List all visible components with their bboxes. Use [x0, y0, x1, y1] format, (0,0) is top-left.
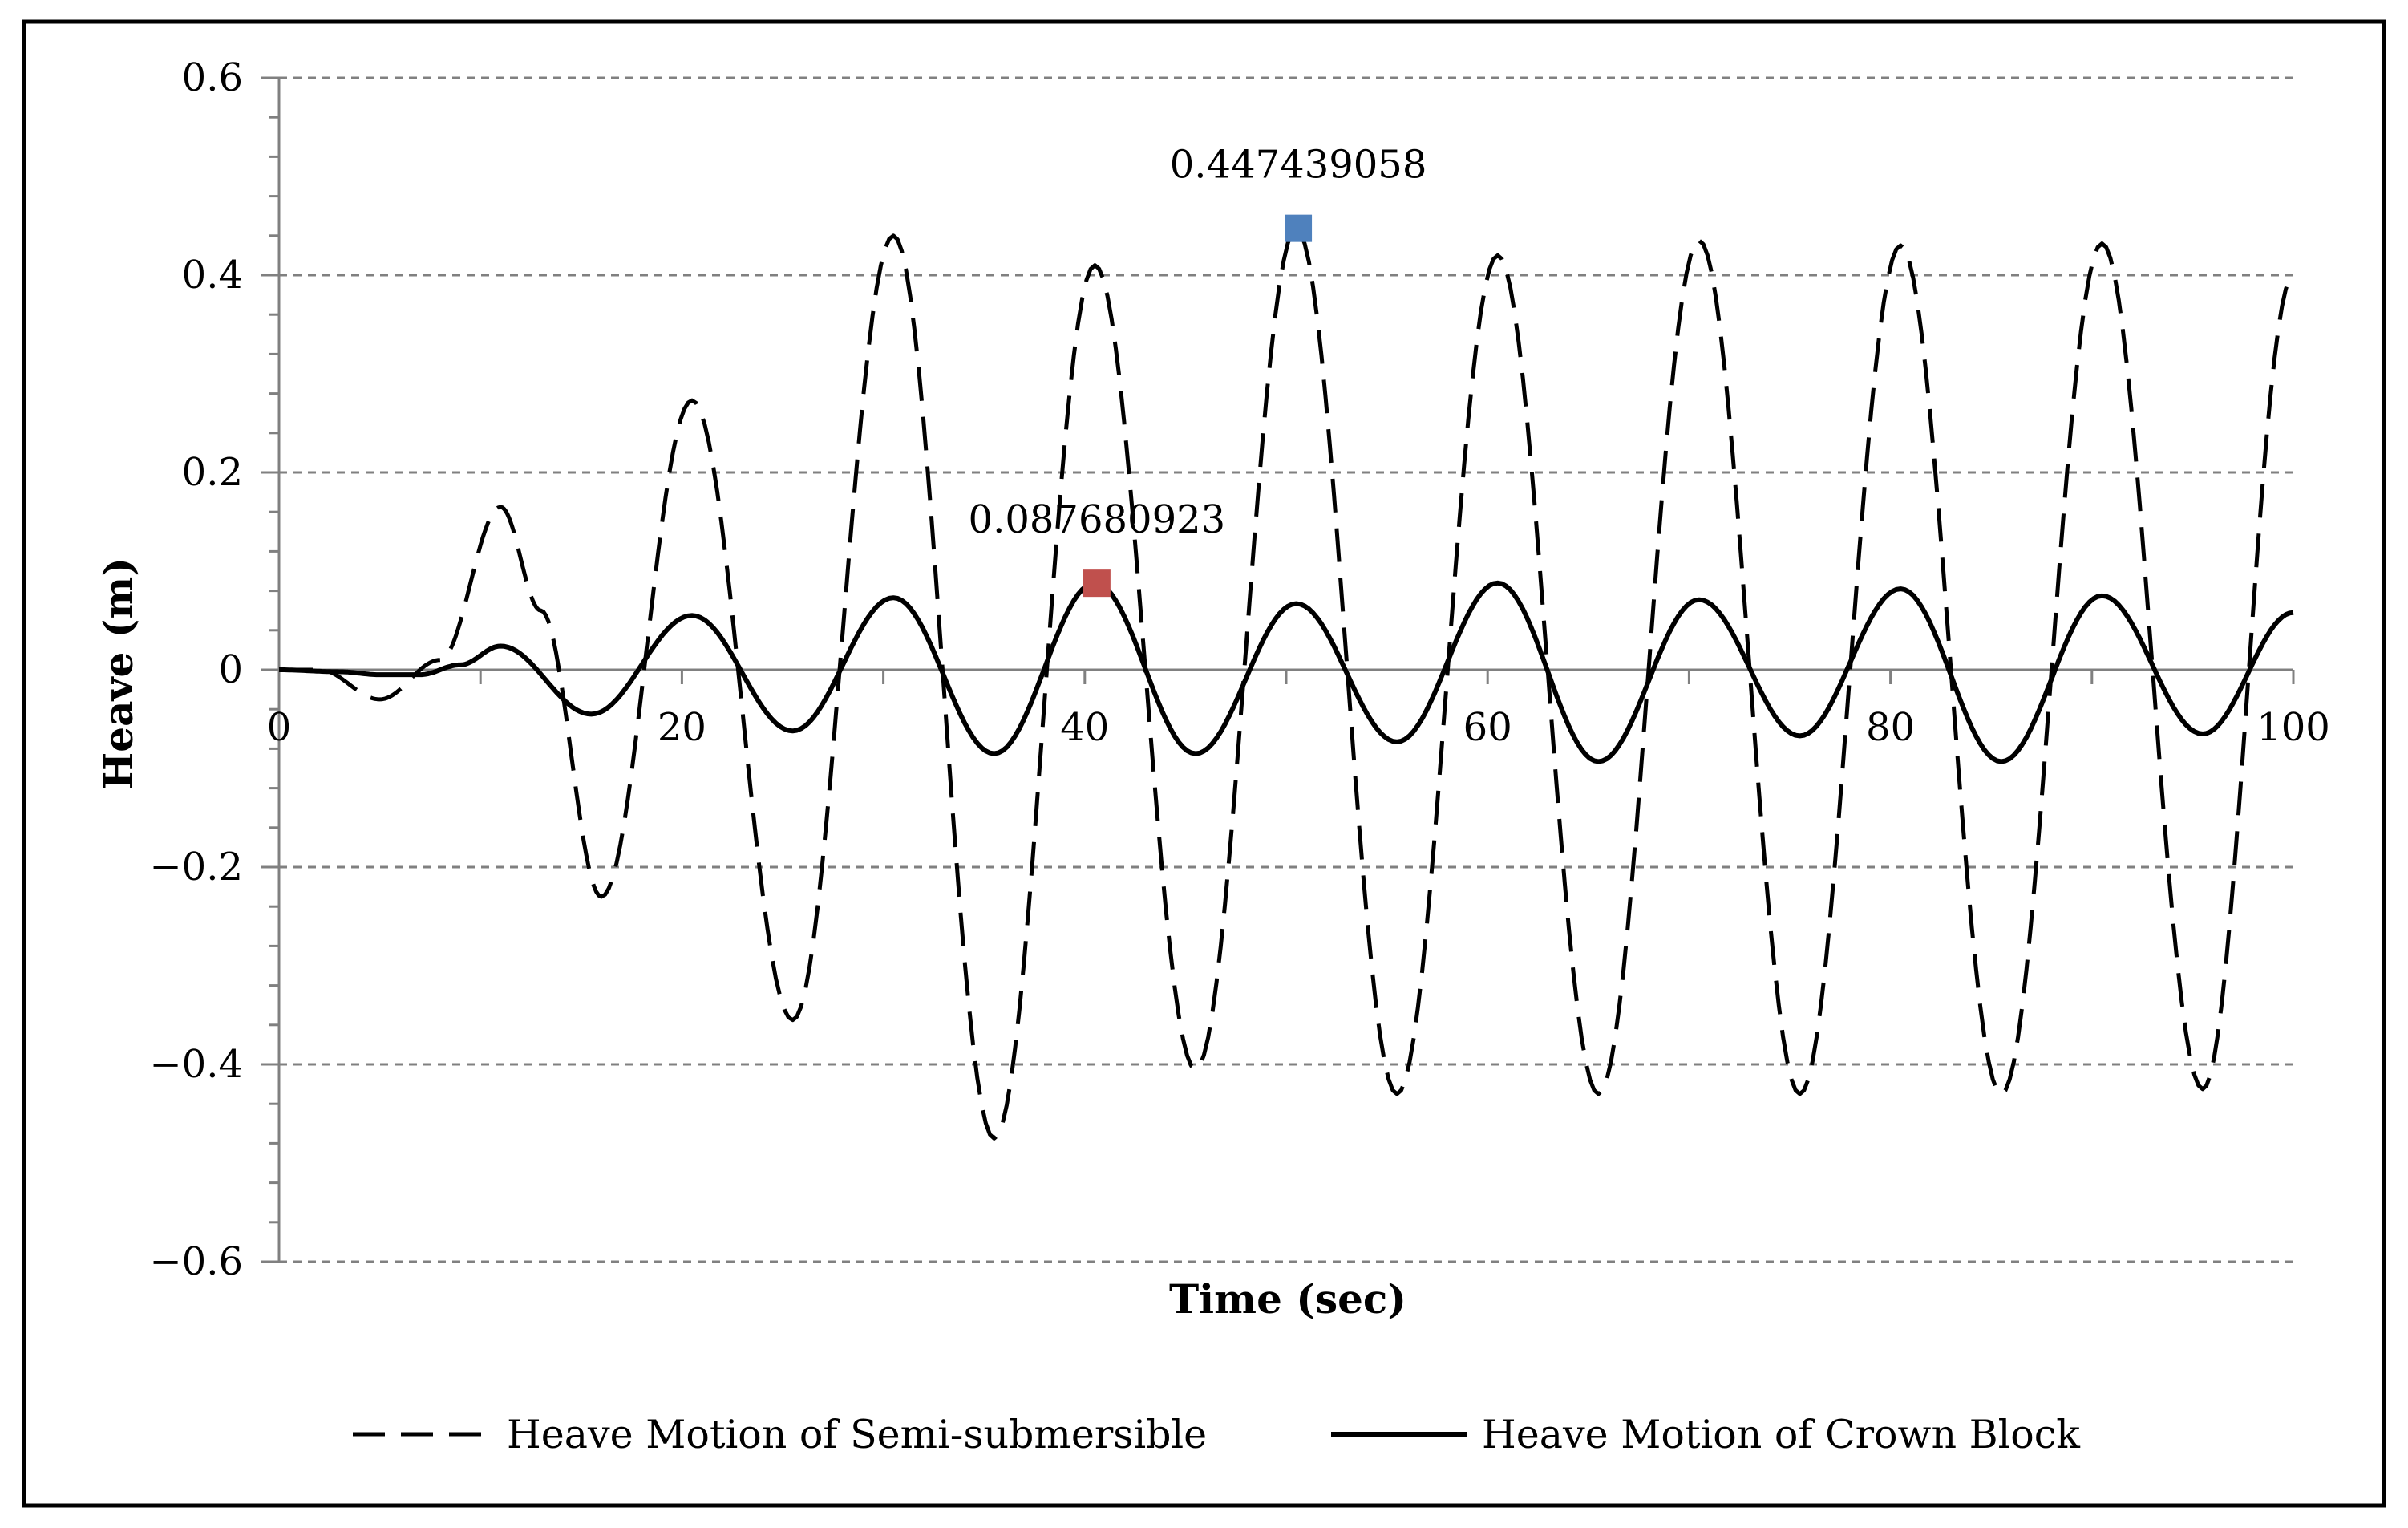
highlight-label: 0.087680923	[969, 497, 1226, 542]
y-tick-label: 0	[218, 647, 243, 692]
series-lines	[278, 226, 2295, 1141]
x-tick-label: 0	[267, 705, 292, 750]
chart-border	[22, 19, 2386, 1508]
highlight-marker	[1285, 214, 1313, 242]
highlight-label: 0.447439058	[1170, 143, 1427, 188]
highlight-marker	[1083, 569, 1111, 598]
grid-lines	[279, 76, 2293, 1263]
legend-label-semi-submersible: Heave Motion of Semi-submersible	[507, 1412, 1207, 1457]
y-tick-label: −0.2	[149, 845, 243, 890]
y-tick-label: −0.4	[149, 1042, 243, 1087]
y-tick-label: −0.6	[149, 1239, 243, 1284]
series-crown-block-line	[279, 580, 2294, 764]
x-tick-label: 20	[658, 705, 706, 750]
x-tick-label: 100	[2256, 705, 2330, 750]
y-tick-label: 0.4	[182, 253, 243, 298]
y-axis-title: Heave (m)	[95, 557, 142, 790]
highlighted-points: 0.087680923 0.447439058	[969, 143, 1427, 598]
legend: Heave Motion of Semi-submersible Heave Mo…	[353, 1412, 2081, 1457]
x-tick-label: 60	[1463, 705, 1512, 750]
x-tick-label: 80	[1866, 705, 1915, 750]
legend-label-crown-block: Heave Motion of Crown Block	[1482, 1412, 2081, 1457]
x-tick-label: 40	[1060, 705, 1109, 750]
y-tick-label: 0.6	[182, 55, 243, 100]
x-axis-title: Time (sec)	[1169, 1275, 1406, 1323]
y-tick-label: 0.2	[182, 450, 243, 495]
axes: 0.6 0.4 0.2 0 −0.2 −0.4 −0.6 0 20 40 60 80 100	[149, 55, 2329, 1284]
